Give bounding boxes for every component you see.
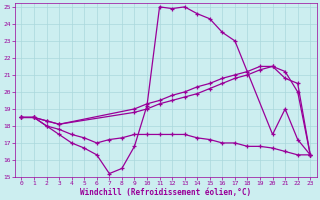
X-axis label: Windchill (Refroidissement éolien,°C): Windchill (Refroidissement éolien,°C) bbox=[80, 188, 252, 197]
